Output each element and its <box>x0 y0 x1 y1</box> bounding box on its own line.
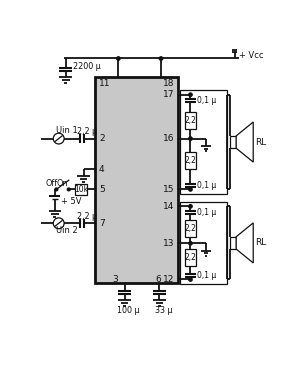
Text: Uin 1: Uin 1 <box>56 126 77 135</box>
Text: 2200 μ: 2200 μ <box>73 62 101 71</box>
Bar <box>230 237 236 249</box>
Text: 7: 7 <box>99 219 105 228</box>
Text: 12: 12 <box>163 275 174 284</box>
Circle shape <box>189 93 192 96</box>
Circle shape <box>117 57 120 60</box>
Text: 33 μ: 33 μ <box>155 306 172 315</box>
Text: 14: 14 <box>163 202 174 211</box>
Text: 11: 11 <box>99 78 110 88</box>
Text: 10k: 10k <box>74 185 88 194</box>
Text: 2,2: 2,2 <box>184 224 196 233</box>
Circle shape <box>55 188 58 191</box>
Text: Uin 2: Uin 2 <box>56 227 77 235</box>
Bar <box>75 184 87 195</box>
Bar <box>180 90 227 194</box>
Text: 2,2: 2,2 <box>184 253 196 262</box>
Bar <box>180 202 227 284</box>
Text: 2,2 μ: 2,2 μ <box>77 212 97 221</box>
Text: 16: 16 <box>163 134 174 143</box>
Text: 3: 3 <box>112 275 118 284</box>
Text: 15: 15 <box>163 185 174 194</box>
Text: 100 μ: 100 μ <box>117 306 139 315</box>
Bar <box>230 136 236 148</box>
Bar <box>185 249 196 266</box>
Text: 0,1 μ: 0,1 μ <box>197 271 217 280</box>
Text: 2: 2 <box>99 134 104 143</box>
Text: 2,2: 2,2 <box>184 116 196 125</box>
Circle shape <box>189 205 192 208</box>
Text: 18: 18 <box>163 78 174 88</box>
Polygon shape <box>236 122 253 162</box>
Text: 0,1 μ: 0,1 μ <box>197 181 217 190</box>
Text: 0,1 μ: 0,1 μ <box>197 96 217 105</box>
Bar <box>185 220 196 237</box>
Bar <box>95 77 178 283</box>
Text: 0,1 μ: 0,1 μ <box>197 208 217 217</box>
Circle shape <box>67 188 70 191</box>
Text: 4: 4 <box>99 165 104 174</box>
Circle shape <box>159 57 163 60</box>
Bar <box>185 152 196 169</box>
Text: 6: 6 <box>155 275 161 284</box>
Text: 2,2 μ: 2,2 μ <box>77 127 97 136</box>
Text: + 5V: + 5V <box>61 197 81 206</box>
Text: RL: RL <box>255 238 266 247</box>
Text: 5: 5 <box>99 185 105 194</box>
Circle shape <box>189 241 192 245</box>
Text: RL: RL <box>255 138 266 147</box>
Text: 17: 17 <box>163 90 174 99</box>
Circle shape <box>189 188 192 191</box>
Bar <box>185 112 196 129</box>
Circle shape <box>189 137 192 140</box>
Text: + Vcc: + Vcc <box>239 51 263 60</box>
Text: On: On <box>56 179 68 188</box>
Text: Off: Off <box>46 179 58 188</box>
Text: 13: 13 <box>163 239 174 248</box>
Text: 2,2: 2,2 <box>184 155 196 165</box>
Circle shape <box>189 278 192 281</box>
Polygon shape <box>236 223 253 263</box>
